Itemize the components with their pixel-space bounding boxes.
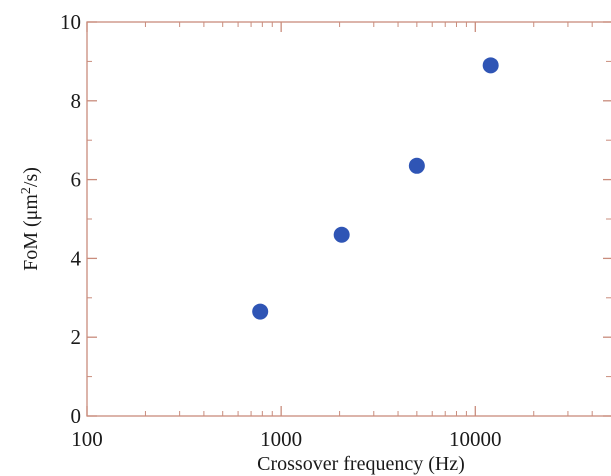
data-point [408,157,425,174]
data-point [482,57,499,74]
data-points [252,57,499,320]
y-axis-title: FoM (μm2/s) [19,167,43,271]
x-tick-label: 100 [71,427,103,451]
y-minor-ticks [87,60,611,378]
y-axis-ticks: 0 2 4 6 8 10 [60,10,611,428]
y-tick-label: 4 [71,246,82,270]
y-tick-label: 6 [71,168,82,192]
x-axis-ticks: 100 1000 10000 [71,22,502,451]
x-minor-ticks [144,22,593,416]
x-axis-title: Crossover frequency (Hz) [257,453,465,475]
data-point [333,226,350,243]
y-tick-label: 8 [71,89,82,113]
y-tick-label: 10 [60,10,81,34]
plot-frame [86,21,611,417]
y-tick-label: 0 [71,404,82,428]
data-point [252,303,269,320]
y-tick-label: 2 [71,325,82,349]
x-tick-label: 1000 [260,427,302,451]
x-tick-label: 10000 [449,427,502,451]
